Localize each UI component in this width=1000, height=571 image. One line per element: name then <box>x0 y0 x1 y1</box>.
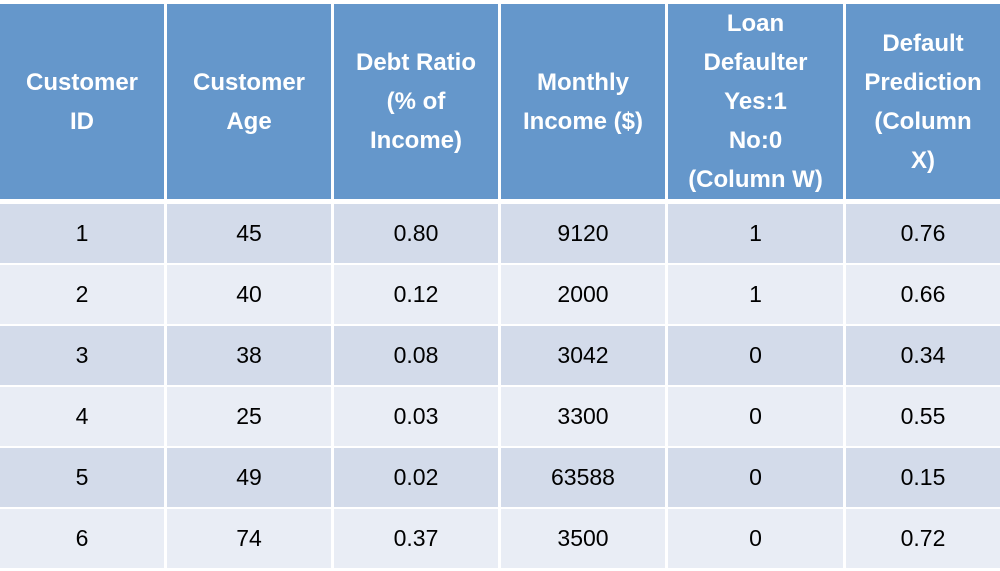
header-customer-id: Customer ID <box>0 4 167 204</box>
cell-monthly-income: 3042 <box>501 326 668 387</box>
cell-debt-ratio: 0.80 <box>334 204 501 265</box>
header-customer-age: Customer Age <box>167 4 334 204</box>
cell-loan-defaulter: 0 <box>668 448 846 509</box>
cell-loan-defaulter: 0 <box>668 387 846 448</box>
cell-debt-ratio: 0.08 <box>334 326 501 387</box>
header-debt-ratio: Debt Ratio (% of Income) <box>334 4 501 204</box>
cell-debt-ratio: 0.37 <box>334 509 501 570</box>
cell-loan-defaulter: 1 <box>668 265 846 326</box>
table-row: 2 40 0.12 2000 1 0.66 <box>0 265 1000 326</box>
table-row: 4 25 0.03 3300 0 0.55 <box>0 387 1000 448</box>
cell-customer-age: 38 <box>167 326 334 387</box>
cell-default-prediction: 0.15 <box>846 448 1000 509</box>
table-row: 1 45 0.80 9120 1 0.76 <box>0 204 1000 265</box>
cell-customer-id: 3 <box>0 326 167 387</box>
cell-customer-id: 2 <box>0 265 167 326</box>
cell-monthly-income: 3300 <box>501 387 668 448</box>
cell-customer-id: 5 <box>0 448 167 509</box>
cell-loan-defaulter: 1 <box>668 204 846 265</box>
cell-debt-ratio: 0.03 <box>334 387 501 448</box>
cell-monthly-income: 2000 <box>501 265 668 326</box>
cell-customer-age: 49 <box>167 448 334 509</box>
customer-default-table: Customer ID Customer Age Debt Ratio (% o… <box>0 4 1000 570</box>
cell-monthly-income: 9120 <box>501 204 668 265</box>
table-row: 3 38 0.08 3042 0 0.34 <box>0 326 1000 387</box>
cell-default-prediction: 0.66 <box>846 265 1000 326</box>
cell-default-prediction: 0.55 <box>846 387 1000 448</box>
header-monthly-income: Monthly Income ($) <box>501 4 668 204</box>
header-loan-defaulter: Loan Defaulter Yes:1 No:0 (Column W) <box>668 4 846 204</box>
cell-monthly-income: 63588 <box>501 448 668 509</box>
cell-debt-ratio: 0.02 <box>334 448 501 509</box>
cell-loan-defaulter: 0 <box>668 509 846 570</box>
cell-customer-id: 1 <box>0 204 167 265</box>
cell-default-prediction: 0.76 <box>846 204 1000 265</box>
header-row: Customer ID Customer Age Debt Ratio (% o… <box>0 4 1000 204</box>
cell-customer-age: 74 <box>167 509 334 570</box>
cell-customer-id: 6 <box>0 509 167 570</box>
cell-default-prediction: 0.34 <box>846 326 1000 387</box>
header-default-prediction: Default Prediction (Column X) <box>846 4 1000 204</box>
cell-customer-id: 4 <box>0 387 167 448</box>
cell-customer-age: 40 <box>167 265 334 326</box>
cell-loan-defaulter: 0 <box>668 326 846 387</box>
cell-default-prediction: 0.72 <box>846 509 1000 570</box>
table-row: 6 74 0.37 3500 0 0.72 <box>0 509 1000 570</box>
cell-debt-ratio: 0.12 <box>334 265 501 326</box>
cell-customer-age: 45 <box>167 204 334 265</box>
table-row: 5 49 0.02 63588 0 0.15 <box>0 448 1000 509</box>
cell-monthly-income: 3500 <box>501 509 668 570</box>
cell-customer-age: 25 <box>167 387 334 448</box>
